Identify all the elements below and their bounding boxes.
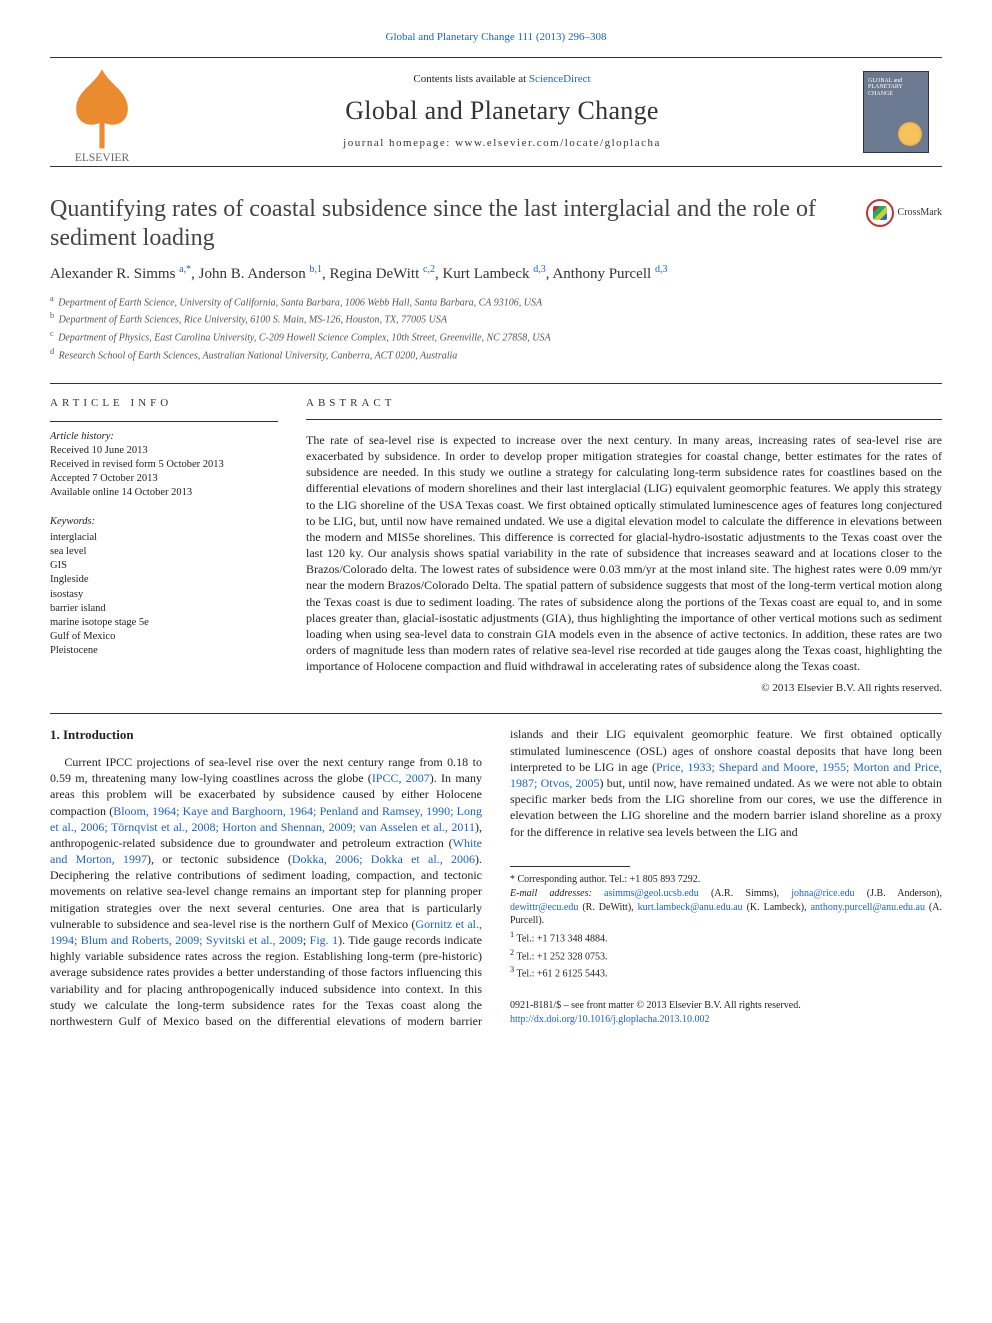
email-link[interactable]: johna@rice.edu — [791, 888, 854, 899]
keyword: Ingleside — [50, 573, 278, 587]
svg-text:ELSEVIER: ELSEVIER — [75, 153, 130, 165]
email-link[interactable]: dewittr@ecu.edu — [510, 902, 578, 913]
keyword: interglacial — [50, 531, 278, 545]
email-label: E-mail addresses: — [510, 888, 604, 899]
abstract-copyright: © 2013 Elsevier B.V. All rights reserved… — [306, 681, 942, 696]
email-addresses: E-mail addresses: asimms@geol.ucsb.edu (… — [510, 887, 942, 928]
journal-homepage: journal homepage: www.elsevier.com/locat… — [148, 136, 856, 151]
masthead-center: Contents lists available at ScienceDirec… — [148, 72, 856, 151]
keyword: Gulf of Mexico — [50, 630, 278, 644]
footnotes: * Corresponding author. Tel.: +1 805 893… — [510, 860, 942, 981]
running-head: Global and Planetary Change 111 (2013) 2… — [50, 30, 942, 45]
abstract-label: abstract — [306, 396, 942, 411]
publisher-logo: ELSEVIER — [56, 66, 148, 158]
author-5: , Anthony Purcell — [546, 266, 655, 282]
keyword: GIS — [50, 559, 278, 573]
citation-link[interactable]: Bloom, 1964; Kaye and Barghoorn, 1964; P… — [50, 804, 482, 834]
divider — [50, 383, 942, 384]
author-1: Alexander R. Simms — [50, 266, 179, 282]
history-revised: Received in revised form 5 October 2013 — [50, 458, 278, 472]
article-info-column: article info Article history: Received 1… — [50, 396, 278, 696]
crossmark-badge[interactable]: CrossMark — [866, 199, 942, 227]
keywords-block: Keywords: interglacial sea level GIS Ing… — [50, 515, 278, 659]
keywords-label: Keywords: — [50, 515, 278, 529]
footnote-tel-2: 2 Tel.: +1 252 328 0753. — [510, 947, 942, 964]
author-5-aff[interactable]: d,3 — [655, 264, 668, 275]
running-head-link[interactable]: Global and Planetary Change 111 (2013) 2… — [386, 31, 607, 43]
abstract-text: The rate of sea-level rise is expected t… — [306, 432, 942, 675]
author-3: , Regina DeWitt — [322, 266, 423, 282]
email-link[interactable]: asimms@geol.ucsb.edu — [604, 888, 699, 899]
affiliation-b: b Department of Earth Sciences, Rice Uni… — [50, 310, 942, 327]
keyword: barrier island — [50, 602, 278, 616]
citation-link[interactable]: IPCC, 2007 — [372, 771, 430, 785]
affiliation-c: c Department of Physics, East Carolina U… — [50, 328, 942, 345]
article-title: Quantifying rates of coastal subsidence … — [50, 195, 846, 254]
history-accepted: Accepted 7 October 2013 — [50, 472, 278, 486]
affiliation-d: d Research School of Earth Sciences, Aus… — [50, 346, 942, 363]
abstract-column: abstract The rate of sea-level rise is e… — [306, 396, 942, 696]
crossmark-icon — [866, 199, 894, 227]
page-footer: 0921-8181/$ – see front matter © 2013 El… — [510, 999, 942, 1026]
history-label: Article history: — [50, 431, 114, 442]
author-3-aff[interactable]: c,2 — [423, 264, 435, 275]
journal-name: Global and Planetary Change — [148, 93, 856, 128]
masthead: ELSEVIER Contents lists available at Sci… — [50, 57, 942, 167]
email-link[interactable]: kurt.lambeck@anu.edu.au — [638, 902, 743, 913]
doi-link[interactable]: http://dx.doi.org/10.1016/j.gloplacha.20… — [510, 1014, 710, 1025]
sciencedirect-link[interactable]: ScienceDirect — [529, 73, 591, 85]
author-4: , Kurt Lambeck — [435, 266, 533, 282]
introduction-heading: 1. Introduction — [50, 726, 482, 744]
citation-link[interactable]: Dokka, 2006; Dokka et al., 2006 — [292, 852, 475, 866]
footnote-tel-1: 1 Tel.: +1 713 348 4884. — [510, 929, 942, 946]
elsevier-tree-icon: ELSEVIER — [56, 59, 148, 164]
keyword: Pleistocene — [50, 644, 278, 658]
history-received: Received 10 June 2013 — [50, 444, 278, 458]
affiliations: a Department of Earth Science, Universit… — [50, 293, 942, 363]
author-list: Alexander R. Simms a,*, John B. Anderson… — [50, 263, 942, 284]
corresponding-author-note: * Corresponding author. Tel.: +1 805 893… — [510, 873, 942, 887]
contents-list-line: Contents lists available at ScienceDirec… — [148, 72, 856, 87]
affiliation-a: a Department of Earth Science, Universit… — [50, 293, 942, 310]
journal-cover-thumb: GLOBAL and PLANETARY CHANGE — [856, 66, 936, 158]
front-matter-line: 0921-8181/$ – see front matter © 2013 El… — [510, 999, 942, 1013]
crossmark-label: CrossMark — [898, 206, 942, 220]
history-online: Available online 14 October 2013 — [50, 486, 278, 500]
keyword: marine isotope stage 5e — [50, 616, 278, 630]
author-4-aff[interactable]: d,3 — [533, 264, 546, 275]
figure-link[interactable]: Fig. 1 — [310, 933, 338, 947]
article-history: Article history: Received 10 June 2013 R… — [50, 430, 278, 501]
divider — [50, 713, 942, 714]
journal-home-prefix: journal homepage: — [343, 137, 455, 149]
journal-cover-label: GLOBAL and PLANETARY CHANGE — [864, 72, 928, 104]
email-link[interactable]: anthony.purcell@anu.edu.au — [811, 902, 925, 913]
body-text: 1. Introduction Current IPCC projections… — [50, 726, 942, 1029]
author-2-aff[interactable]: b,1 — [309, 264, 322, 275]
author-2: , John B. Anderson — [191, 266, 309, 282]
footnote-tel-3: 3 Tel.: +61 2 6125 5443. — [510, 964, 942, 981]
contents-list-prefix: Contents lists available at — [413, 73, 528, 85]
keyword: sea level — [50, 545, 278, 559]
journal-home-url[interactable]: www.elsevier.com/locate/gloplacha — [455, 137, 661, 149]
article-info-label: article info — [50, 396, 278, 411]
keyword: isostasy — [50, 588, 278, 602]
